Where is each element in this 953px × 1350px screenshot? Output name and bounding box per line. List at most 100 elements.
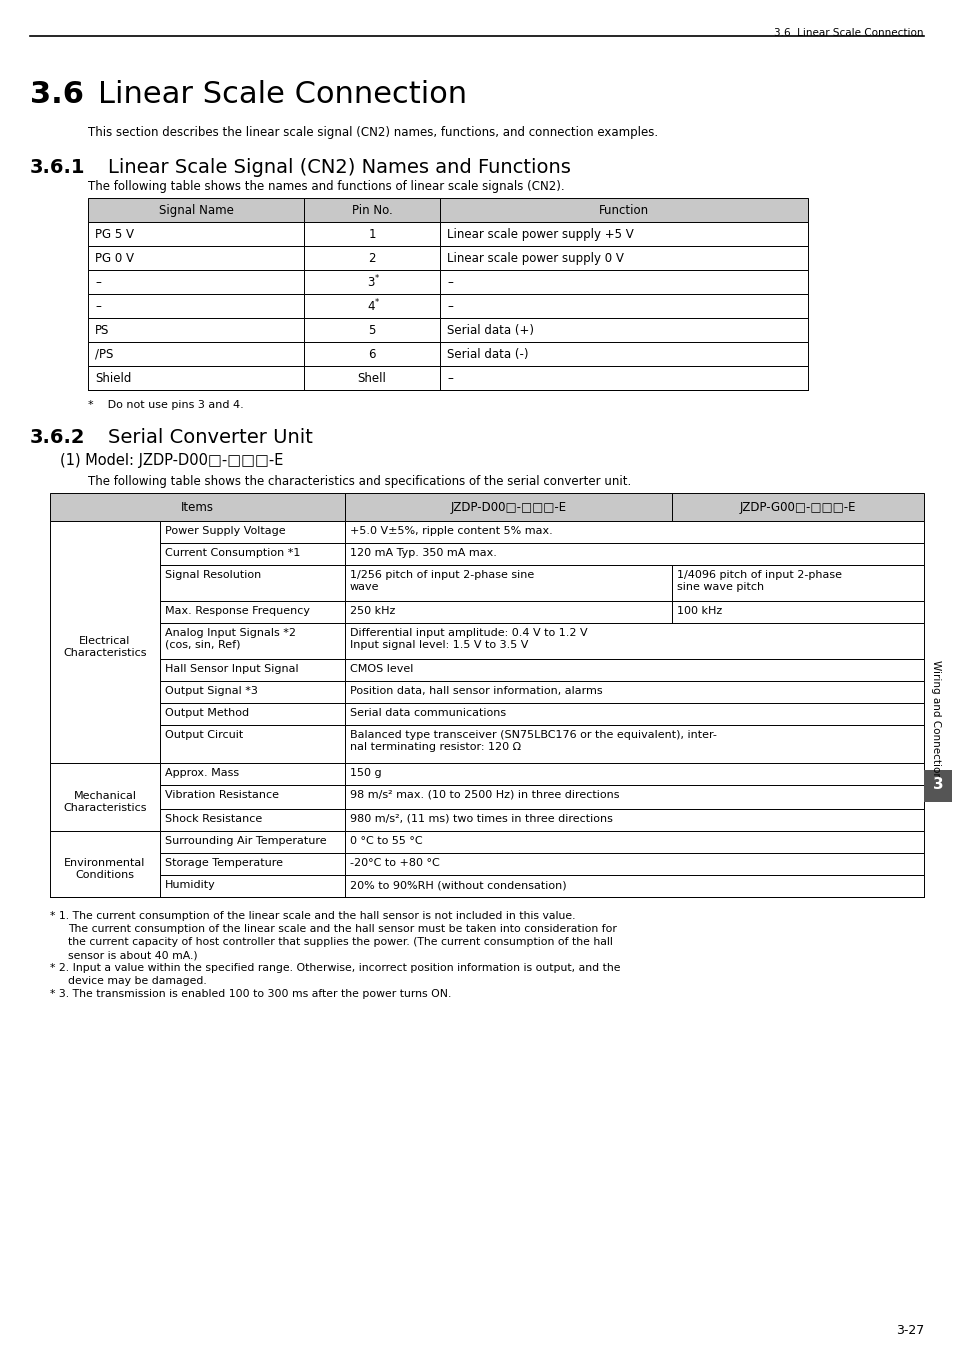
Bar xyxy=(88,319,304,342)
Text: Output Method: Output Method xyxy=(165,707,249,718)
Text: PG 5 V: PG 5 V xyxy=(95,228,133,242)
Bar xyxy=(345,809,923,832)
Bar xyxy=(50,763,160,832)
Text: 3: 3 xyxy=(367,275,375,289)
Text: PS: PS xyxy=(95,324,110,338)
Text: Signal Name: Signal Name xyxy=(158,204,233,217)
Bar xyxy=(50,832,160,896)
Bar xyxy=(345,493,671,521)
Text: 3.6  Linear Scale Connection: 3.6 Linear Scale Connection xyxy=(774,28,923,38)
Bar xyxy=(304,342,439,366)
Text: Analog Input Signals *2
(cos, sin, Ref): Analog Input Signals *2 (cos, sin, Ref) xyxy=(165,628,295,649)
Text: 1: 1 xyxy=(368,228,375,242)
Text: Environmental
Conditions: Environmental Conditions xyxy=(64,859,146,880)
Bar xyxy=(439,246,807,270)
Text: Storage Temperature: Storage Temperature xyxy=(165,859,283,868)
Text: Mechanical
Characteristics: Mechanical Characteristics xyxy=(63,791,147,813)
Text: Linear scale power supply +5 V: Linear scale power supply +5 V xyxy=(447,228,633,242)
Bar xyxy=(50,521,160,763)
Bar xyxy=(50,493,345,521)
Text: Signal Resolution: Signal Resolution xyxy=(165,570,261,580)
Bar xyxy=(345,725,923,763)
Text: Max. Response Frequency: Max. Response Frequency xyxy=(165,606,310,616)
Text: Wiring and Connection: Wiring and Connection xyxy=(930,660,940,779)
Text: Differential input amplitude: 0.4 V to 1.2 V
Input signal level: 1.5 V to 3.5 V: Differential input amplitude: 0.4 V to 1… xyxy=(350,628,587,649)
Text: –: – xyxy=(447,373,453,385)
Bar xyxy=(160,763,345,784)
Text: Function: Function xyxy=(598,204,648,217)
Text: JZDP-G00□-□□□-E: JZDP-G00□-□□□-E xyxy=(739,501,856,514)
Text: 3.6: 3.6 xyxy=(30,80,84,109)
Text: 98 m/s² max. (10 to 2500 Hz) in three directions: 98 m/s² max. (10 to 2500 Hz) in three di… xyxy=(350,790,618,801)
Bar xyxy=(160,784,345,809)
Text: Pin No.: Pin No. xyxy=(352,204,392,217)
Bar xyxy=(345,875,923,896)
Text: 250 kHz: 250 kHz xyxy=(350,606,395,616)
Text: 100 kHz: 100 kHz xyxy=(677,606,721,616)
Bar xyxy=(160,622,345,659)
Text: Serial data communications: Serial data communications xyxy=(350,707,506,718)
Bar xyxy=(345,543,923,566)
Bar xyxy=(304,246,439,270)
Bar xyxy=(304,270,439,294)
Bar xyxy=(345,601,671,622)
Bar xyxy=(345,832,923,853)
Bar xyxy=(304,198,439,221)
Text: –: – xyxy=(447,275,453,289)
Text: 20% to 90%RH (without condensation): 20% to 90%RH (without condensation) xyxy=(350,880,566,890)
Bar xyxy=(160,566,345,601)
Text: Current Consumption *1: Current Consumption *1 xyxy=(165,548,300,558)
Text: Serial Converter Unit: Serial Converter Unit xyxy=(108,428,313,447)
Bar xyxy=(345,659,923,680)
Text: the current capacity of host controller that supplies the power. (The current co: the current capacity of host controller … xyxy=(68,937,612,946)
Bar xyxy=(88,294,304,319)
Bar xyxy=(304,366,439,390)
Bar xyxy=(88,198,304,221)
Text: Serial data (+): Serial data (+) xyxy=(447,324,534,338)
Text: -20°C to +80 °C: -20°C to +80 °C xyxy=(350,859,439,868)
Text: The current consumption of the linear scale and the hall sensor must be taken in: The current consumption of the linear sc… xyxy=(68,923,617,934)
Text: +5.0 V±5%, ripple content 5% max.: +5.0 V±5%, ripple content 5% max. xyxy=(350,526,552,536)
Text: Shell: Shell xyxy=(357,373,386,385)
Text: Balanced type transceiver (SN75LBC176 or the equivalent), inter-
nal terminating: Balanced type transceiver (SN75LBC176 or… xyxy=(350,730,716,752)
Text: 2: 2 xyxy=(368,252,375,265)
Bar xyxy=(345,853,923,875)
Text: PG 0 V: PG 0 V xyxy=(95,252,133,265)
Text: sensor is about 40 mA.): sensor is about 40 mA.) xyxy=(68,950,197,960)
Text: 1/256 pitch of input 2-phase sine
wave: 1/256 pitch of input 2-phase sine wave xyxy=(350,570,534,591)
Bar xyxy=(439,294,807,319)
Text: JZDP-D00□-□□□-E: JZDP-D00□-□□□-E xyxy=(450,501,566,514)
Bar xyxy=(439,221,807,246)
Text: Vibration Resistance: Vibration Resistance xyxy=(165,790,278,801)
Bar xyxy=(671,493,923,521)
Bar xyxy=(439,270,807,294)
Bar xyxy=(345,703,923,725)
Bar xyxy=(345,763,923,784)
Text: CMOS level: CMOS level xyxy=(350,664,413,674)
Bar xyxy=(160,543,345,566)
Text: (1) Model: JZDP-D00□-□□□-E: (1) Model: JZDP-D00□-□□□-E xyxy=(60,454,283,468)
Bar xyxy=(345,521,923,543)
Text: 3: 3 xyxy=(932,778,943,792)
Text: 0 °C to 55 °C: 0 °C to 55 °C xyxy=(350,836,422,846)
Bar xyxy=(304,294,439,319)
Text: Serial data (-): Serial data (-) xyxy=(447,348,528,360)
Bar xyxy=(160,809,345,832)
Text: –: – xyxy=(447,300,453,313)
Bar xyxy=(160,521,345,543)
Bar xyxy=(88,221,304,246)
Bar xyxy=(160,601,345,622)
Bar xyxy=(345,680,923,703)
Bar xyxy=(88,366,304,390)
Bar xyxy=(160,703,345,725)
Text: Surrounding Air Temperature: Surrounding Air Temperature xyxy=(165,836,326,846)
Text: *: * xyxy=(375,298,378,306)
Bar xyxy=(160,659,345,680)
Bar xyxy=(923,769,951,802)
Bar xyxy=(88,342,304,366)
Bar xyxy=(304,221,439,246)
Text: Hall Sensor Input Signal: Hall Sensor Input Signal xyxy=(165,664,298,674)
Bar xyxy=(304,319,439,342)
Bar xyxy=(160,680,345,703)
Text: The following table shows the characteristics and specifications of the serial c: The following table shows the characteri… xyxy=(88,475,631,487)
